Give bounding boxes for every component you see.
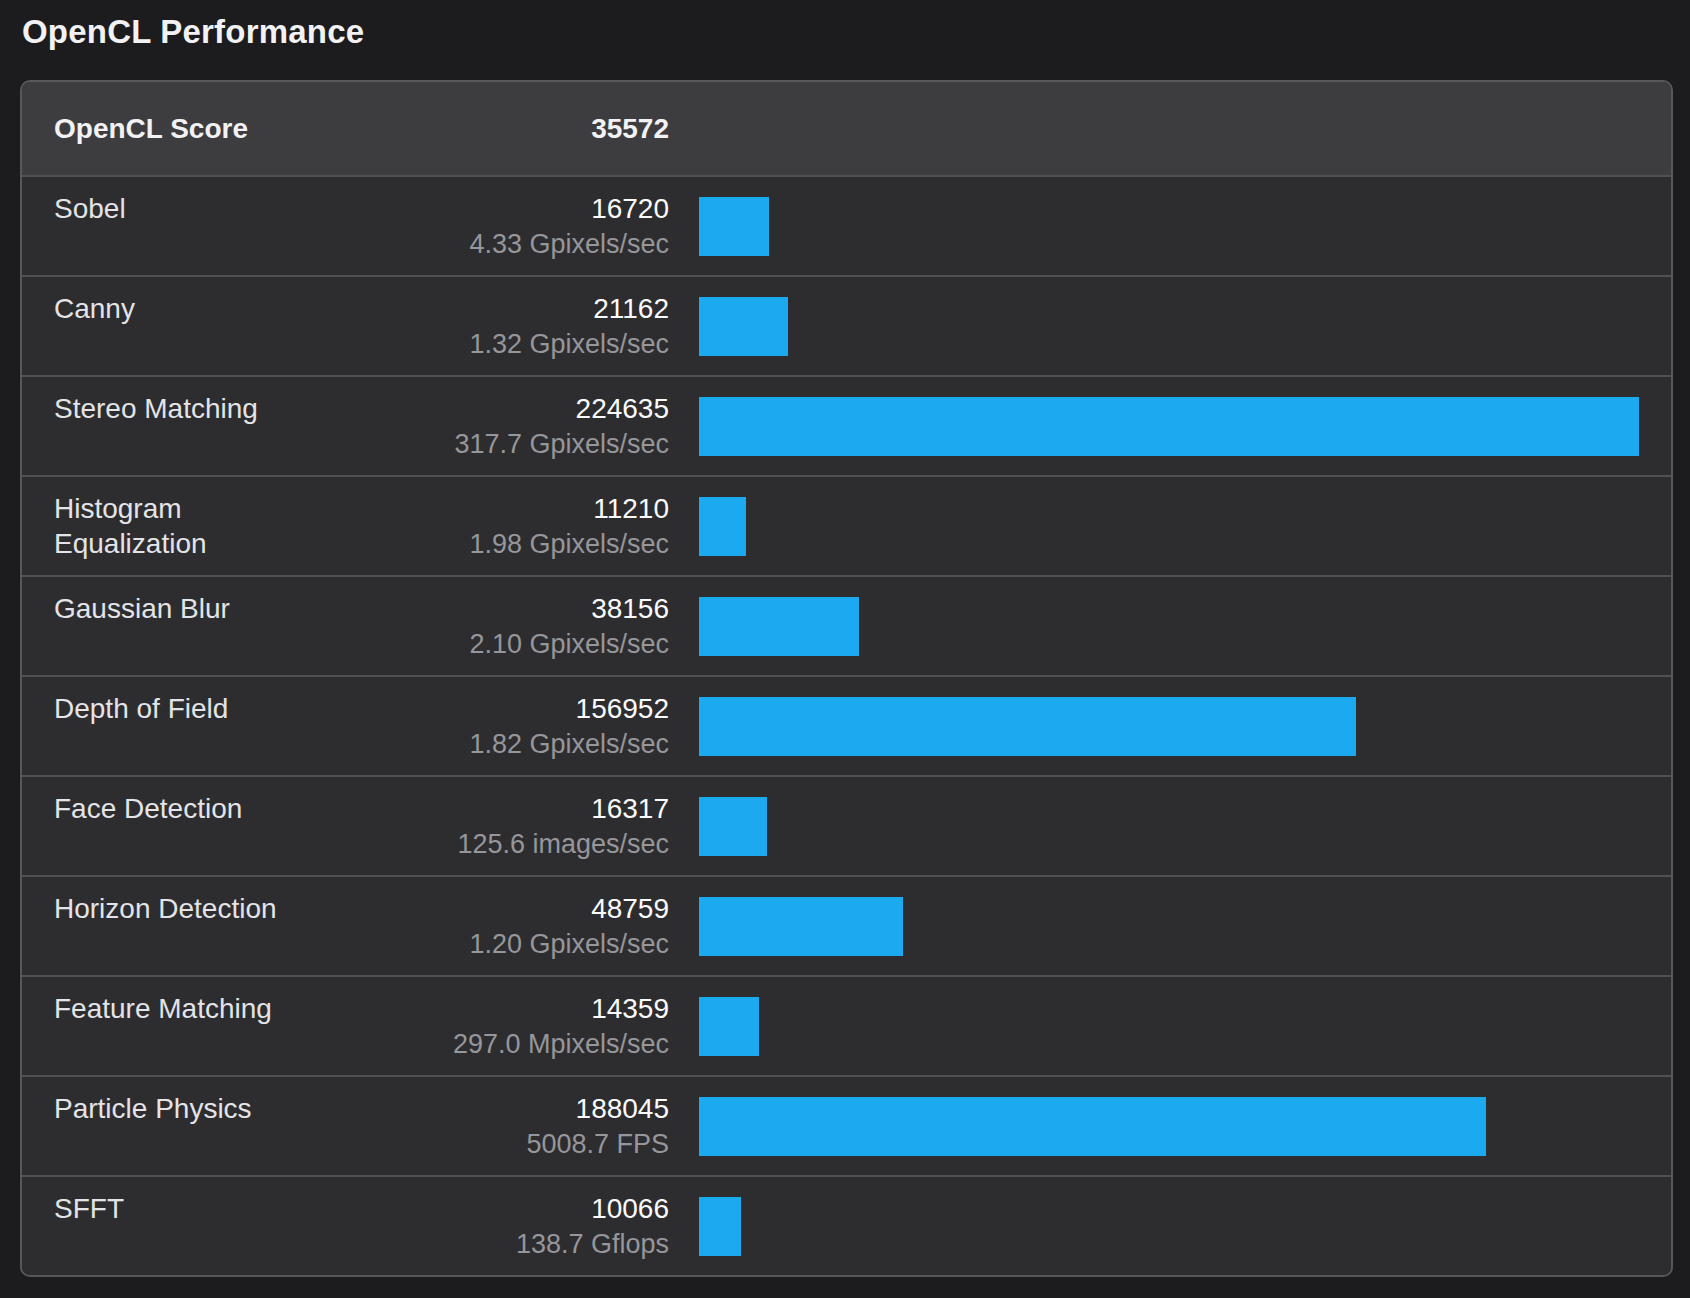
benchmark-name: Gaussian Blur (22, 591, 322, 661)
benchmark-name: Face Detection (22, 791, 322, 861)
score-bar (699, 497, 746, 556)
score-bar (699, 1197, 741, 1256)
benchmark-bar-zone (699, 597, 1639, 656)
benchmark-score: 156952 (322, 691, 669, 727)
score-bar (699, 597, 859, 656)
benchmark-score: 16720 (322, 191, 669, 227)
benchmark-bar-zone (699, 1197, 1639, 1256)
benchmark-name: Depth of Field (22, 691, 322, 761)
benchmark-scores: 10066 138.7 Gflops (322, 1191, 669, 1261)
benchmark-name: Particle Physics (22, 1091, 322, 1161)
opencl-performance-page: OpenCL Performance OpenCL Score 35572 So… (0, 12, 1690, 1298)
table-row: Sobel 16720 4.33 Gpixels/sec (22, 175, 1671, 275)
benchmark-scores: 188045 5008.7 FPS (322, 1091, 669, 1161)
benchmark-bar-zone (699, 497, 1639, 556)
benchmark-scores: 224635 317.7 Gpixels/sec (322, 391, 669, 461)
benchmark-score: 48759 (322, 891, 669, 927)
benchmark-rate: 297.0 Mpixels/sec (322, 1027, 669, 1061)
score-bar (699, 697, 1356, 756)
benchmark-score: 14359 (322, 991, 669, 1027)
score-bar (699, 897, 903, 956)
table-row: Feature Matching 14359 297.0 Mpixels/sec (22, 975, 1671, 1075)
benchmark-rate: 5008.7 FPS (322, 1127, 669, 1161)
benchmark-name: Stereo Matching (22, 391, 322, 461)
benchmark-table: OpenCL Score 35572 Sobel 16720 4.33 Gpix… (20, 80, 1673, 1277)
benchmark-scores: 156952 1.82 Gpixels/sec (322, 691, 669, 761)
benchmark-bar-zone (699, 397, 1639, 456)
benchmark-score: 224635 (322, 391, 669, 427)
benchmark-scores: 16720 4.33 Gpixels/sec (322, 191, 669, 261)
benchmark-scores: 38156 2.10 Gpixels/sec (322, 591, 669, 661)
benchmark-rate: 1.98 Gpixels/sec (322, 527, 669, 561)
benchmark-bar-zone (699, 197, 1639, 256)
benchmark-name: Sobel (22, 191, 322, 261)
score-bar (699, 997, 759, 1056)
score-bar (699, 197, 769, 256)
benchmark-score: 188045 (322, 1091, 669, 1127)
benchmark-bar-zone (699, 797, 1639, 856)
benchmark-rate: 317.7 Gpixels/sec (322, 427, 669, 461)
page-title: OpenCL Performance (22, 12, 1690, 52)
benchmark-score: 21162 (322, 291, 669, 327)
header-score-label: OpenCL Score (22, 113, 322, 145)
benchmark-scores: 14359 297.0 Mpixels/sec (322, 991, 669, 1061)
benchmark-rows-container: Sobel 16720 4.33 Gpixels/sec Canny 21162… (22, 175, 1671, 1275)
benchmark-name: Histogram Equalization (22, 491, 322, 561)
benchmark-name: Horizon Detection (22, 891, 322, 961)
score-bar (699, 397, 1639, 456)
benchmark-score: 38156 (322, 591, 669, 627)
benchmark-bar-zone (699, 1097, 1639, 1156)
benchmark-scores: 11210 1.98 Gpixels/sec (322, 491, 669, 561)
benchmark-score: 10066 (322, 1191, 669, 1227)
benchmark-rate: 1.32 Gpixels/sec (322, 327, 669, 361)
score-bar (699, 797, 767, 856)
benchmark-name: Canny (22, 291, 322, 361)
table-row: Particle Physics 188045 5008.7 FPS (22, 1075, 1671, 1175)
benchmark-rate: 125.6 images/sec (322, 827, 669, 861)
benchmark-name: Feature Matching (22, 991, 322, 1061)
table-row: Depth of Field 156952 1.82 Gpixels/sec (22, 675, 1671, 775)
benchmark-bar-zone (699, 997, 1639, 1056)
benchmark-rate: 2.10 Gpixels/sec (322, 627, 669, 661)
score-bar (699, 297, 788, 356)
benchmark-scores: 16317 125.6 images/sec (322, 791, 669, 861)
benchmark-scores: 21162 1.32 Gpixels/sec (322, 291, 669, 361)
benchmark-scores: 48759 1.20 Gpixels/sec (322, 891, 669, 961)
table-row: Face Detection 16317 125.6 images/sec (22, 775, 1671, 875)
benchmark-bar-zone (699, 697, 1639, 756)
benchmark-rate: 1.20 Gpixels/sec (322, 927, 669, 961)
benchmark-score: 16317 (322, 791, 669, 827)
benchmark-rate: 4.33 Gpixels/sec (322, 227, 669, 261)
table-row: Histogram Equalization 11210 1.98 Gpixel… (22, 475, 1671, 575)
benchmark-name: SFFT (22, 1191, 322, 1261)
table-row: Stereo Matching 224635 317.7 Gpixels/sec (22, 375, 1671, 475)
table-row: SFFT 10066 138.7 Gflops (22, 1175, 1671, 1275)
benchmark-score: 11210 (322, 491, 669, 527)
benchmark-bar-zone (699, 897, 1639, 956)
benchmark-rate: 1.82 Gpixels/sec (322, 727, 669, 761)
table-row: Canny 21162 1.32 Gpixels/sec (22, 275, 1671, 375)
score-bar (699, 1097, 1486, 1156)
header-score-value: 35572 (322, 113, 669, 145)
table-header-row: OpenCL Score 35572 (22, 82, 1671, 175)
benchmark-rate: 138.7 Gflops (322, 1227, 669, 1261)
table-row: Gaussian Blur 38156 2.10 Gpixels/sec (22, 575, 1671, 675)
table-row: Horizon Detection 48759 1.20 Gpixels/sec (22, 875, 1671, 975)
benchmark-bar-zone (699, 297, 1639, 356)
